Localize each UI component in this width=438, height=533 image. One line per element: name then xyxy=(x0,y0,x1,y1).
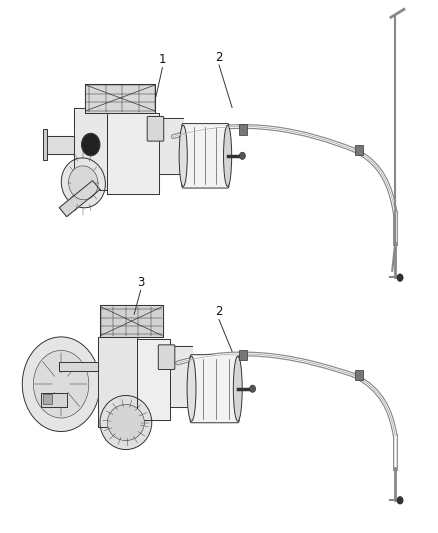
FancyBboxPatch shape xyxy=(182,124,229,188)
Ellipse shape xyxy=(223,125,232,187)
Ellipse shape xyxy=(107,405,145,441)
Circle shape xyxy=(240,152,245,159)
Text: 2: 2 xyxy=(215,51,223,64)
Circle shape xyxy=(22,337,100,432)
Ellipse shape xyxy=(233,356,242,421)
Bar xyxy=(42,129,47,160)
Polygon shape xyxy=(107,113,159,194)
Polygon shape xyxy=(59,181,100,216)
Bar xyxy=(355,144,364,155)
FancyBboxPatch shape xyxy=(158,345,175,369)
Circle shape xyxy=(397,274,403,281)
Circle shape xyxy=(81,133,100,156)
Polygon shape xyxy=(170,346,191,407)
Circle shape xyxy=(397,497,403,504)
Polygon shape xyxy=(137,339,170,420)
FancyBboxPatch shape xyxy=(147,116,164,141)
Ellipse shape xyxy=(61,158,106,208)
Bar xyxy=(239,350,247,360)
Ellipse shape xyxy=(187,356,196,421)
Polygon shape xyxy=(59,362,98,370)
Ellipse shape xyxy=(179,125,187,187)
Bar xyxy=(239,124,247,135)
Polygon shape xyxy=(100,305,163,337)
Polygon shape xyxy=(98,337,137,427)
FancyBboxPatch shape xyxy=(190,354,239,423)
Circle shape xyxy=(250,385,255,392)
Polygon shape xyxy=(85,84,155,113)
Text: 3: 3 xyxy=(137,276,145,289)
Ellipse shape xyxy=(100,395,152,449)
Polygon shape xyxy=(45,135,74,154)
Circle shape xyxy=(33,350,89,418)
Polygon shape xyxy=(41,393,67,407)
Ellipse shape xyxy=(69,166,98,200)
Bar xyxy=(42,394,52,405)
Bar xyxy=(355,370,364,381)
Text: 1: 1 xyxy=(159,53,166,66)
Polygon shape xyxy=(74,109,107,190)
Polygon shape xyxy=(159,117,183,174)
Text: 2: 2 xyxy=(215,305,223,318)
